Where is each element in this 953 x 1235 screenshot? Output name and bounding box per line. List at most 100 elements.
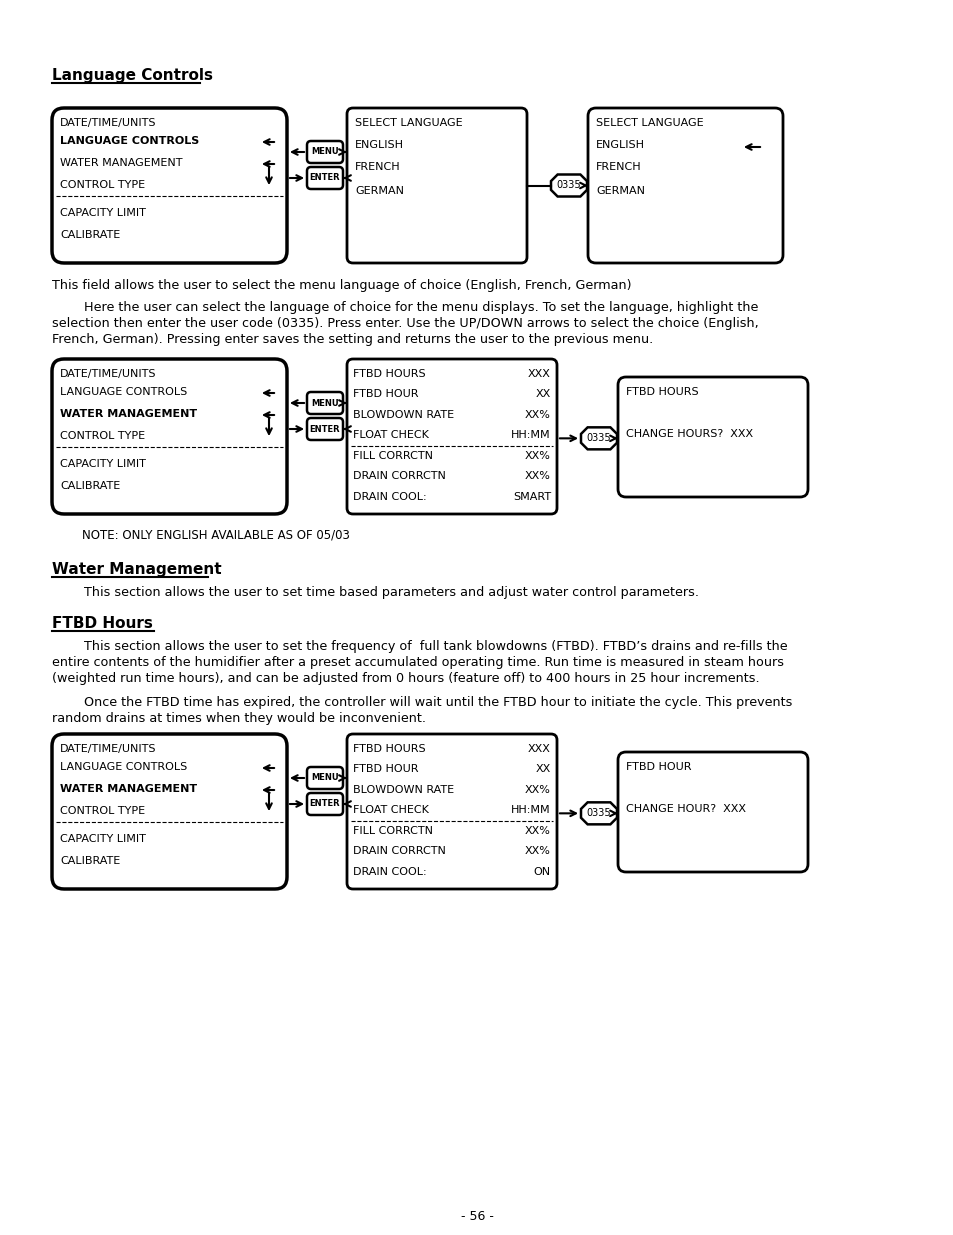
Text: DATE/TIME/UNITS: DATE/TIME/UNITS xyxy=(60,119,156,128)
Text: Once the FTBD time has expired, the controller will wait until the FTBD hour to : Once the FTBD time has expired, the cont… xyxy=(84,697,792,709)
Text: CHANGE HOUR?  XXX: CHANGE HOUR? XXX xyxy=(625,804,745,814)
Text: LANGUAGE CONTROLS: LANGUAGE CONTROLS xyxy=(60,136,199,146)
Text: WATER MANAGEMENT: WATER MANAGEMENT xyxy=(60,158,182,168)
Text: WATER MANAGEMENT: WATER MANAGEMENT xyxy=(60,409,197,419)
Text: FRENCH: FRENCH xyxy=(355,162,400,172)
Text: CONTROL TYPE: CONTROL TYPE xyxy=(60,806,145,816)
Text: ENTER: ENTER xyxy=(310,425,340,433)
FancyBboxPatch shape xyxy=(307,391,343,414)
Text: FRENCH: FRENCH xyxy=(596,162,641,172)
FancyBboxPatch shape xyxy=(618,752,807,872)
Text: Here the user can select the language of choice for the menu displays. To set th: Here the user can select the language of… xyxy=(84,301,758,314)
FancyBboxPatch shape xyxy=(347,359,557,514)
Text: CALIBRATE: CALIBRATE xyxy=(60,230,120,240)
Text: XX: XX xyxy=(536,764,551,774)
Text: CAPACITY LIMIT: CAPACITY LIMIT xyxy=(60,207,146,219)
Text: DRAIN COOL:: DRAIN COOL: xyxy=(353,867,426,877)
Text: CAPACITY LIMIT: CAPACITY LIMIT xyxy=(60,459,146,469)
Text: XX%: XX% xyxy=(524,472,551,482)
Text: NOTE: ONLY ENGLISH AVAILABLE AS OF 05/03: NOTE: ONLY ENGLISH AVAILABLE AS OF 05/03 xyxy=(82,529,350,541)
Text: XX%: XX% xyxy=(524,410,551,420)
Text: XX%: XX% xyxy=(524,846,551,856)
Text: LANGUAGE CONTROLS: LANGUAGE CONTROLS xyxy=(60,387,187,396)
Text: 0335: 0335 xyxy=(586,433,611,443)
Text: 0335: 0335 xyxy=(586,809,611,819)
FancyBboxPatch shape xyxy=(307,141,343,163)
Text: GERMAN: GERMAN xyxy=(355,186,403,196)
Text: ON: ON xyxy=(534,867,551,877)
Text: This section allows the user to set the frequency of  full tank blowdowns (FTBD): This section allows the user to set the … xyxy=(84,640,787,653)
FancyBboxPatch shape xyxy=(307,767,343,789)
Polygon shape xyxy=(551,174,586,196)
FancyBboxPatch shape xyxy=(52,359,287,514)
Text: FTBD HOURS: FTBD HOURS xyxy=(353,369,425,379)
FancyBboxPatch shape xyxy=(347,107,526,263)
Text: CALIBRATE: CALIBRATE xyxy=(60,856,120,866)
Text: ENGLISH: ENGLISH xyxy=(596,140,644,149)
Text: SMART: SMART xyxy=(513,492,551,501)
Text: BLOWDOWN RATE: BLOWDOWN RATE xyxy=(353,410,454,420)
Text: FTBD HOURS: FTBD HOURS xyxy=(353,743,425,755)
Text: FTBD Hours: FTBD Hours xyxy=(52,616,152,631)
Text: selection then enter the user code (0335). Press enter. Use the UP/DOWN arrows t: selection then enter the user code (0335… xyxy=(52,317,758,330)
Text: MENU: MENU xyxy=(311,147,338,157)
Text: XXX: XXX xyxy=(528,743,551,755)
FancyBboxPatch shape xyxy=(307,417,343,440)
Text: FTBD HOUR: FTBD HOUR xyxy=(353,389,418,399)
Text: entire contents of the humidifier after a preset accumulated operating time. Run: entire contents of the humidifier after … xyxy=(52,656,783,669)
Text: FTBD HOUR: FTBD HOUR xyxy=(625,762,691,772)
Text: CHANGE HOURS?  XXX: CHANGE HOURS? XXX xyxy=(625,429,752,438)
Text: FILL CORRCTN: FILL CORRCTN xyxy=(353,451,433,461)
Text: HH:MM: HH:MM xyxy=(511,805,551,815)
Text: CONTROL TYPE: CONTROL TYPE xyxy=(60,431,145,441)
Text: CALIBRATE: CALIBRATE xyxy=(60,480,120,492)
Text: DATE/TIME/UNITS: DATE/TIME/UNITS xyxy=(60,743,156,755)
Text: CONTROL TYPE: CONTROL TYPE xyxy=(60,180,145,190)
Text: GERMAN: GERMAN xyxy=(596,186,644,196)
Text: random drains at times when they would be inconvenient.: random drains at times when they would b… xyxy=(52,713,426,725)
Text: (weighted run time hours), and can be adjusted from 0 hours (feature off) to 400: (weighted run time hours), and can be ad… xyxy=(52,672,759,685)
Text: Language Controls: Language Controls xyxy=(52,68,213,83)
Text: This field allows the user to select the menu language of choice (English, Frenc: This field allows the user to select the… xyxy=(52,279,631,291)
Text: WATER MANAGEMENT: WATER MANAGEMENT xyxy=(60,784,197,794)
Text: FTBD HOURS: FTBD HOURS xyxy=(625,387,698,396)
Text: CAPACITY LIMIT: CAPACITY LIMIT xyxy=(60,834,146,844)
FancyBboxPatch shape xyxy=(307,793,343,815)
Text: ENTER: ENTER xyxy=(310,173,340,183)
Text: XX: XX xyxy=(536,389,551,399)
Polygon shape xyxy=(580,803,617,824)
Text: BLOWDOWN RATE: BLOWDOWN RATE xyxy=(353,785,454,795)
Text: XX%: XX% xyxy=(524,826,551,836)
Text: DRAIN COOL:: DRAIN COOL: xyxy=(353,492,426,501)
Text: FTBD HOUR: FTBD HOUR xyxy=(353,764,418,774)
Text: XX%: XX% xyxy=(524,785,551,795)
Text: ENGLISH: ENGLISH xyxy=(355,140,403,149)
Text: DRAIN CORRCTN: DRAIN CORRCTN xyxy=(353,472,445,482)
FancyBboxPatch shape xyxy=(347,734,557,889)
Text: FILL CORRCTN: FILL CORRCTN xyxy=(353,826,433,836)
Text: This section allows the user to set time based parameters and adjust water contr: This section allows the user to set time… xyxy=(84,585,699,599)
Text: French, German). Pressing enter saves the setting and returns the user to the pr: French, German). Pressing enter saves th… xyxy=(52,333,653,346)
Text: XXX: XXX xyxy=(528,369,551,379)
Text: SELECT LANGUAGE: SELECT LANGUAGE xyxy=(355,119,462,128)
Text: XX%: XX% xyxy=(524,451,551,461)
Text: MENU: MENU xyxy=(311,773,338,783)
Text: 0335: 0335 xyxy=(557,180,580,190)
Text: DRAIN CORRCTN: DRAIN CORRCTN xyxy=(353,846,445,856)
Polygon shape xyxy=(580,427,617,450)
Text: DATE/TIME/UNITS: DATE/TIME/UNITS xyxy=(60,369,156,379)
Text: Water Management: Water Management xyxy=(52,562,221,577)
FancyBboxPatch shape xyxy=(587,107,782,263)
Text: ENTER: ENTER xyxy=(310,799,340,809)
FancyBboxPatch shape xyxy=(52,734,287,889)
Text: FLOAT CHECK: FLOAT CHECK xyxy=(353,430,429,441)
Text: - 56 -: - 56 - xyxy=(460,1210,493,1223)
Text: FLOAT CHECK: FLOAT CHECK xyxy=(353,805,429,815)
Text: HH:MM: HH:MM xyxy=(511,430,551,441)
Text: SELECT LANGUAGE: SELECT LANGUAGE xyxy=(596,119,703,128)
FancyBboxPatch shape xyxy=(52,107,287,263)
Text: MENU: MENU xyxy=(311,399,338,408)
FancyBboxPatch shape xyxy=(307,167,343,189)
Text: LANGUAGE CONTROLS: LANGUAGE CONTROLS xyxy=(60,762,187,772)
FancyBboxPatch shape xyxy=(618,377,807,496)
